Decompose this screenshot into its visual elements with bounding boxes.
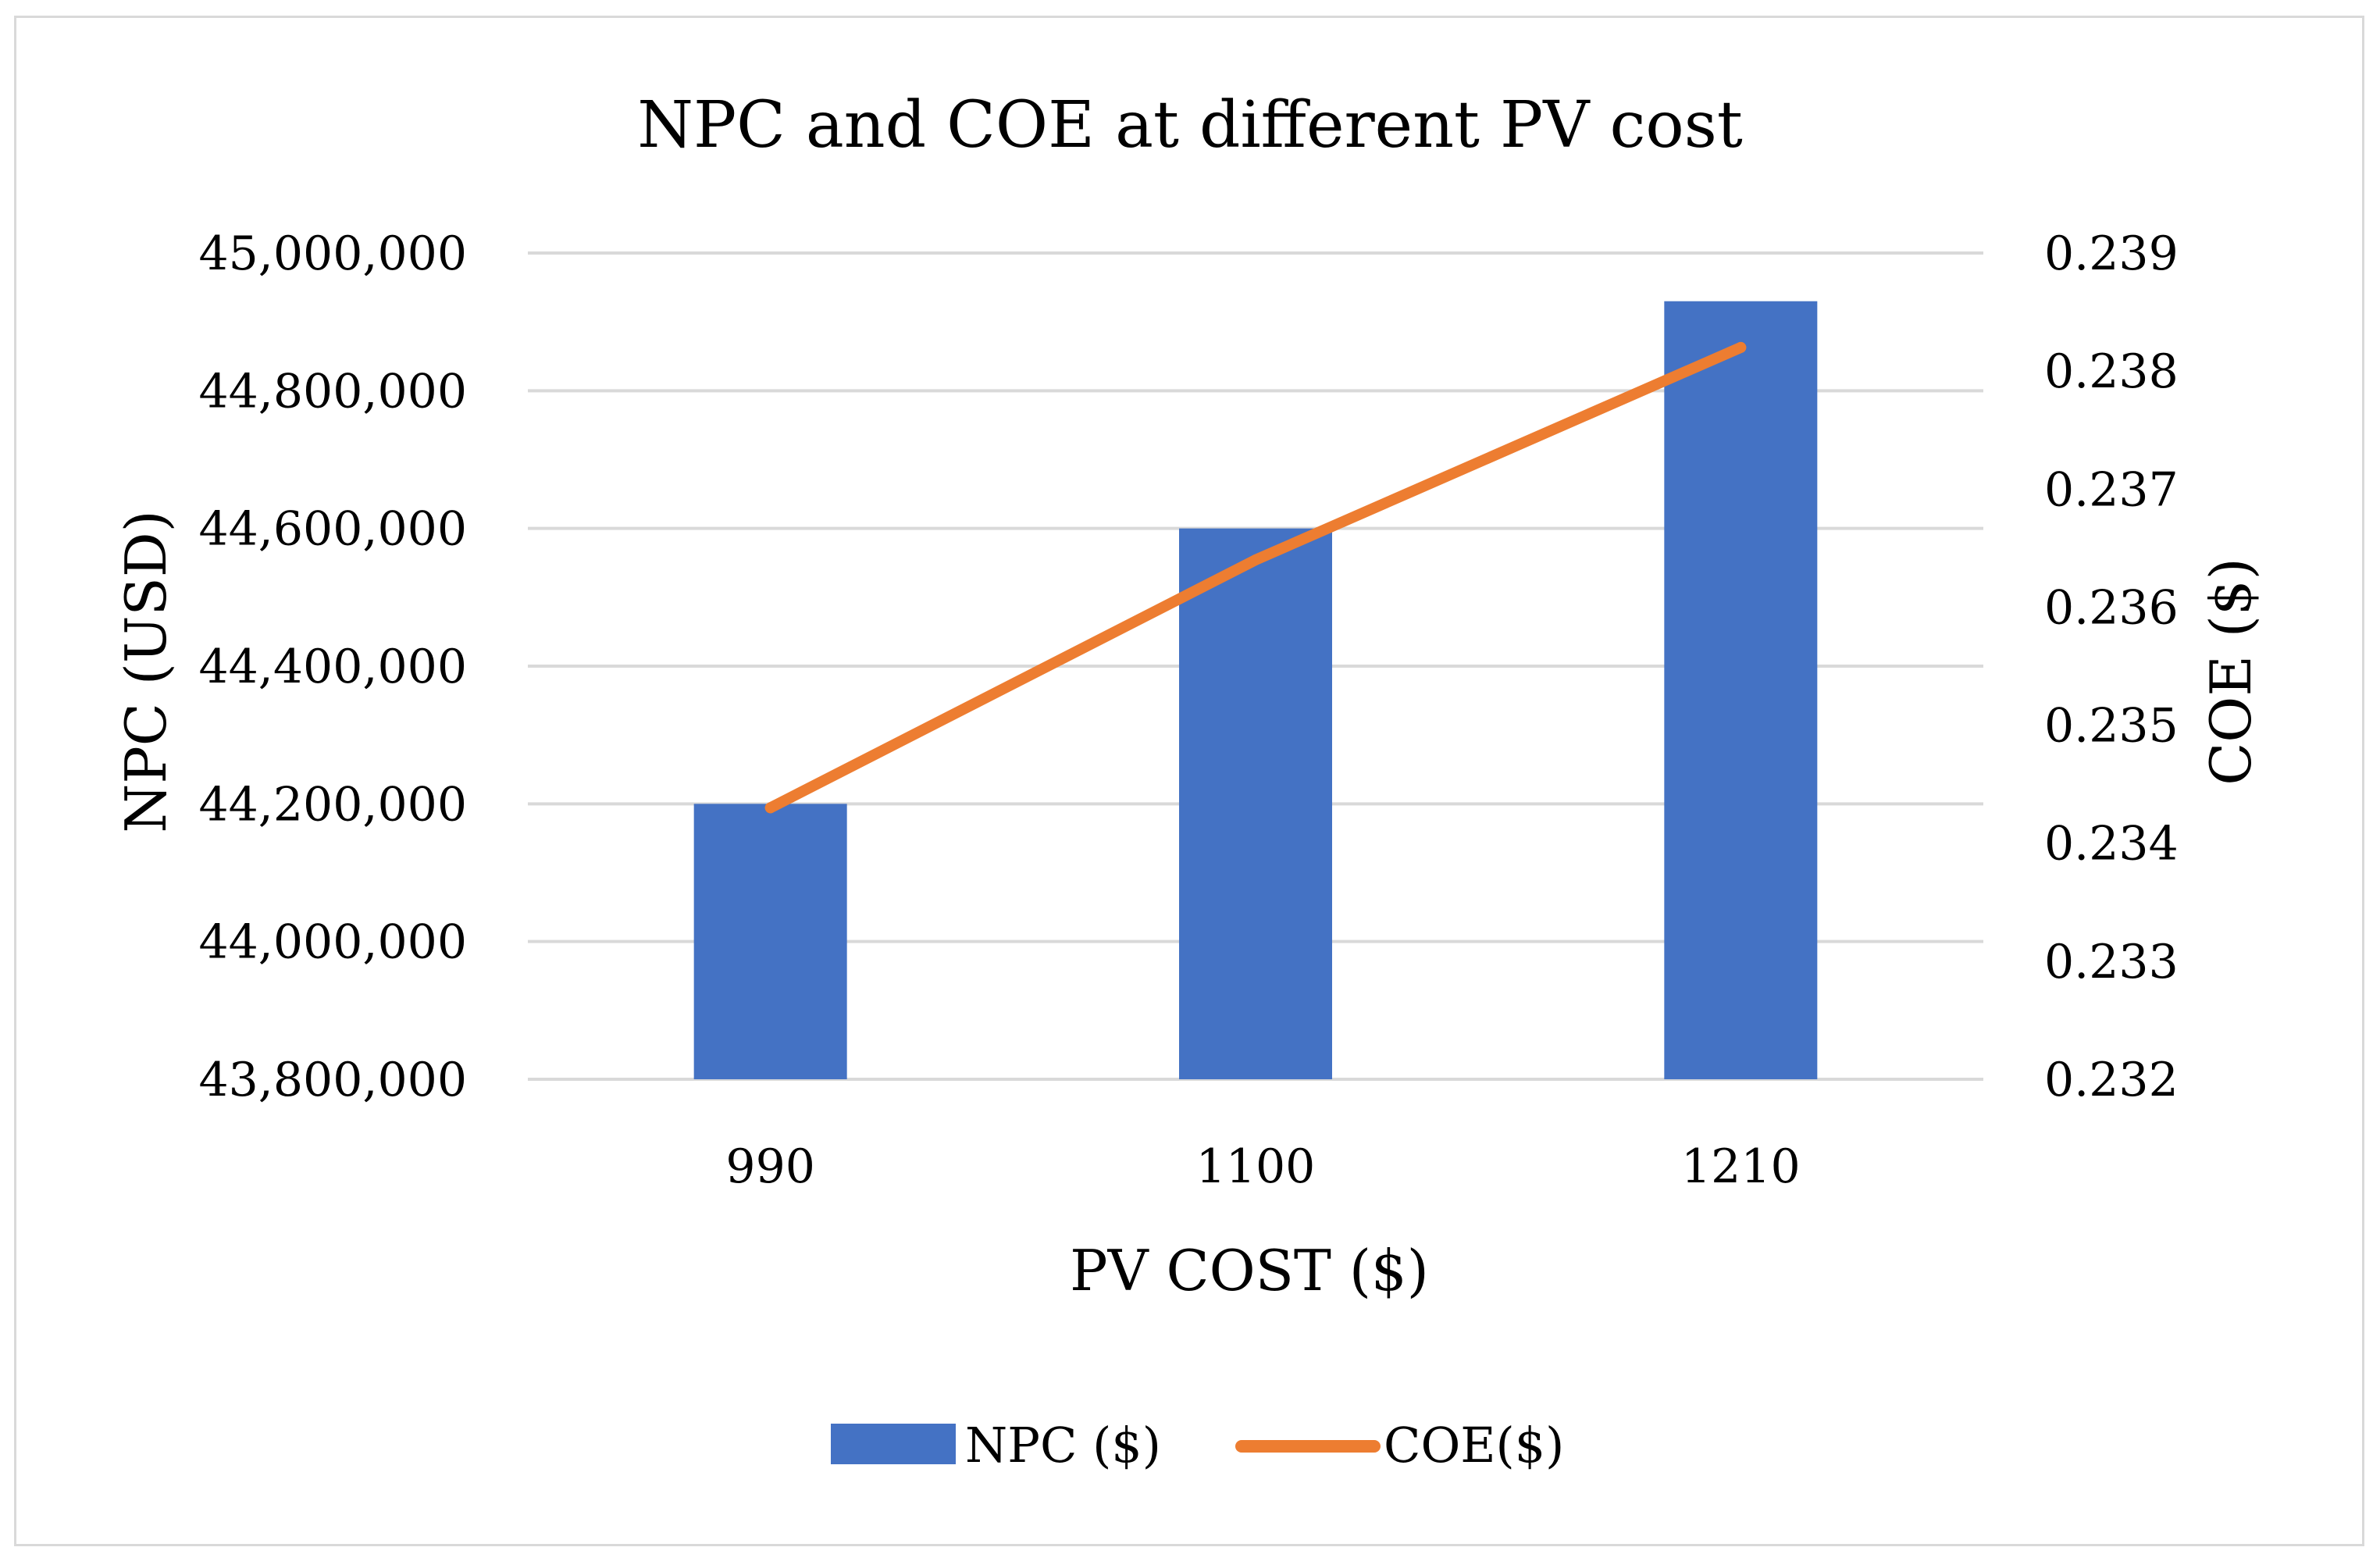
x-axis-title: PV COST ($) [1070, 1238, 1429, 1303]
x-tick-label: 990 [725, 1139, 815, 1194]
line-series [764, 341, 1747, 814]
bar-series [693, 301, 1818, 1079]
bar [1664, 301, 1818, 1079]
legend-label-coe: COE($) [1384, 1417, 1564, 1474]
legend-label-npc: NPC ($) [965, 1417, 1161, 1474]
y-tick-label: 44,600,000 [198, 502, 467, 557]
chart-title: NPC and COE at different PV cost [637, 88, 1743, 162]
coe-point [764, 802, 776, 814]
y2-tick-label: 0.236 [2044, 580, 2179, 635]
y-axis-right-ticks: 0.232 0.233 0.234 0.235 0.236 0.237 0.238 0.239 [2044, 226, 2179, 1107]
y-tick-label: 45,000,000 [198, 226, 467, 281]
coe-point [1735, 341, 1747, 353]
x-axis-ticks: 990 1100 1210 [725, 1139, 1800, 1194]
x-tick-label: 1210 [1681, 1139, 1801, 1194]
bar [1179, 528, 1332, 1079]
legend: NPC ($) COE($) [831, 1417, 1564, 1474]
y-tick-label: 44,000,000 [198, 915, 467, 970]
y-tick-label: 44,400,000 [198, 640, 467, 694]
coe-point [1250, 554, 1261, 565]
y2-tick-label: 0.234 [2044, 817, 2179, 872]
x-tick-label: 1100 [1196, 1139, 1316, 1194]
y2-tick-label: 0.235 [2044, 699, 2179, 754]
y-tick-label: 44,200,000 [198, 777, 467, 832]
legend-swatch-npc [831, 1424, 956, 1464]
y-axis-right-title: COE ($) [2198, 558, 2264, 786]
y2-tick-label: 0.238 [2044, 344, 2179, 399]
y2-tick-label: 0.232 [2044, 1053, 2179, 1107]
y-axis-left-ticks: 43,800,000 44,000,000 44,200,000 44,400,000… [198, 226, 467, 1107]
y2-tick-label: 0.233 [2044, 935, 2179, 989]
y-tick-label: 43,800,000 [198, 1053, 467, 1107]
y2-tick-label: 0.239 [2044, 226, 2179, 281]
y2-tick-label: 0.237 [2044, 462, 2179, 517]
bar [693, 804, 847, 1079]
y-tick-label: 44,800,000 [198, 364, 467, 419]
y-axis-left-title: NPC (USD) [113, 510, 179, 832]
